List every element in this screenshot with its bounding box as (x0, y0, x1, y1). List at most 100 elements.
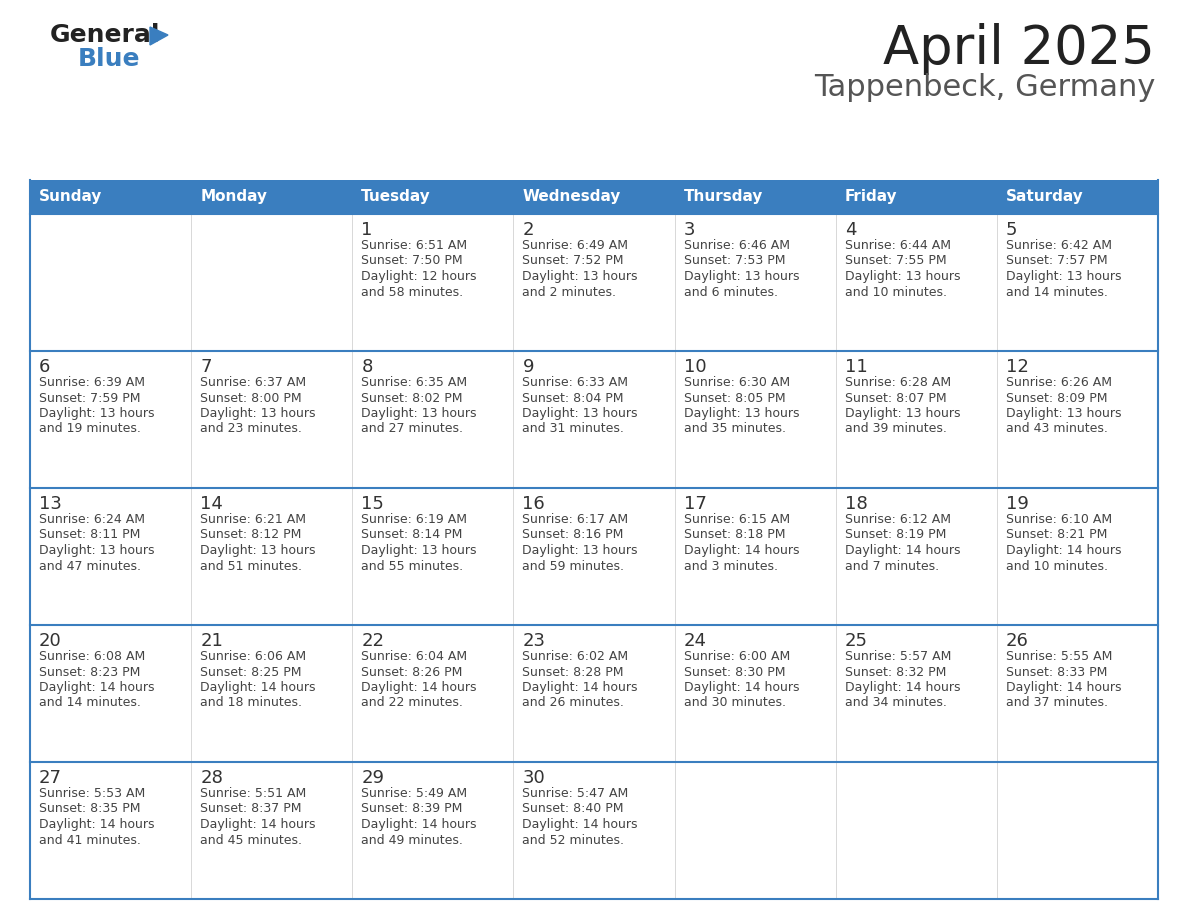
Text: Daylight: 13 hours: Daylight: 13 hours (1006, 407, 1121, 420)
Text: Daylight: 14 hours: Daylight: 14 hours (200, 818, 316, 831)
Text: Sunrise: 6:33 AM: Sunrise: 6:33 AM (523, 376, 628, 389)
Text: Sunrise: 6:24 AM: Sunrise: 6:24 AM (39, 513, 145, 526)
Text: and 6 minutes.: and 6 minutes. (683, 285, 778, 298)
Text: Sunrise: 6:15 AM: Sunrise: 6:15 AM (683, 513, 790, 526)
Text: and 2 minutes.: and 2 minutes. (523, 285, 617, 298)
Text: Sunrise: 6:08 AM: Sunrise: 6:08 AM (39, 650, 145, 663)
Text: Sunset: 8:39 PM: Sunset: 8:39 PM (361, 802, 462, 815)
Text: Daylight: 14 hours: Daylight: 14 hours (845, 681, 960, 694)
Text: Sunrise: 5:53 AM: Sunrise: 5:53 AM (39, 787, 145, 800)
Text: Tappenbeck, Germany: Tappenbeck, Germany (814, 73, 1155, 102)
Text: Sunrise: 6:30 AM: Sunrise: 6:30 AM (683, 376, 790, 389)
Text: Sunset: 8:16 PM: Sunset: 8:16 PM (523, 529, 624, 542)
Text: Blue: Blue (78, 47, 140, 71)
Text: Friday: Friday (845, 189, 897, 205)
Text: 14: 14 (200, 495, 223, 513)
Bar (30, 762, 191, 899)
Text: 10: 10 (683, 358, 706, 376)
Bar (513, 762, 675, 899)
Text: Sunrise: 6:51 AM: Sunrise: 6:51 AM (361, 239, 467, 252)
Bar (513, 214, 675, 351)
Text: Sunset: 7:52 PM: Sunset: 7:52 PM (523, 254, 624, 267)
Text: Daylight: 13 hours: Daylight: 13 hours (1006, 270, 1121, 283)
Text: Sunset: 8:05 PM: Sunset: 8:05 PM (683, 391, 785, 405)
Text: and 59 minutes.: and 59 minutes. (523, 559, 625, 573)
Text: and 26 minutes.: and 26 minutes. (523, 697, 625, 710)
Text: Sunset: 8:18 PM: Sunset: 8:18 PM (683, 529, 785, 542)
Text: 17: 17 (683, 495, 707, 513)
Text: Sunset: 8:21 PM: Sunset: 8:21 PM (1006, 529, 1107, 542)
Text: and 51 minutes.: and 51 minutes. (200, 559, 302, 573)
Bar (835, 625, 997, 762)
Bar (513, 180, 675, 214)
Text: April 2025: April 2025 (883, 23, 1155, 75)
Text: Sunrise: 6:00 AM: Sunrise: 6:00 AM (683, 650, 790, 663)
Bar (191, 762, 353, 899)
Text: Sunrise: 6:46 AM: Sunrise: 6:46 AM (683, 239, 790, 252)
Text: Sunrise: 6:35 AM: Sunrise: 6:35 AM (361, 376, 467, 389)
Text: 9: 9 (523, 358, 533, 376)
Text: General: General (50, 23, 160, 47)
Text: Sunset: 8:12 PM: Sunset: 8:12 PM (200, 529, 302, 542)
Text: and 10 minutes.: and 10 minutes. (845, 285, 947, 298)
Bar (997, 762, 1158, 899)
Text: 21: 21 (200, 632, 223, 650)
Text: and 14 minutes.: and 14 minutes. (39, 697, 141, 710)
Text: 3: 3 (683, 221, 695, 239)
Bar (353, 488, 513, 625)
Text: Sunrise: 6:26 AM: Sunrise: 6:26 AM (1006, 376, 1112, 389)
Bar (675, 762, 835, 899)
Text: Daylight: 13 hours: Daylight: 13 hours (845, 407, 960, 420)
Text: Sunrise: 5:47 AM: Sunrise: 5:47 AM (523, 787, 628, 800)
Text: Sunrise: 6:17 AM: Sunrise: 6:17 AM (523, 513, 628, 526)
Text: 6: 6 (39, 358, 50, 376)
Bar (997, 625, 1158, 762)
Text: Sunset: 8:37 PM: Sunset: 8:37 PM (200, 802, 302, 815)
Text: 1: 1 (361, 221, 373, 239)
Text: and 14 minutes.: and 14 minutes. (1006, 285, 1107, 298)
Text: 29: 29 (361, 769, 384, 787)
Text: Thursday: Thursday (683, 189, 763, 205)
Bar (30, 214, 191, 351)
Text: Sunrise: 5:49 AM: Sunrise: 5:49 AM (361, 787, 467, 800)
Text: Daylight: 13 hours: Daylight: 13 hours (39, 407, 154, 420)
Text: Sunrise: 6:10 AM: Sunrise: 6:10 AM (1006, 513, 1112, 526)
Text: Sunset: 7:53 PM: Sunset: 7:53 PM (683, 254, 785, 267)
Text: and 39 minutes.: and 39 minutes. (845, 422, 947, 435)
Bar (675, 180, 835, 214)
Bar (353, 351, 513, 488)
Text: Daylight: 13 hours: Daylight: 13 hours (39, 544, 154, 557)
Bar (191, 214, 353, 351)
Text: and 47 minutes.: and 47 minutes. (39, 559, 141, 573)
Text: 18: 18 (845, 495, 867, 513)
Text: 13: 13 (39, 495, 62, 513)
Bar (30, 488, 191, 625)
Bar (353, 625, 513, 762)
Text: and 41 minutes.: and 41 minutes. (39, 834, 141, 846)
Text: Daylight: 14 hours: Daylight: 14 hours (1006, 544, 1121, 557)
Bar (997, 488, 1158, 625)
Text: Sunset: 8:23 PM: Sunset: 8:23 PM (39, 666, 140, 678)
Text: Daylight: 14 hours: Daylight: 14 hours (361, 818, 476, 831)
Text: Sunrise: 5:57 AM: Sunrise: 5:57 AM (845, 650, 952, 663)
Text: Monday: Monday (200, 189, 267, 205)
Text: Sunrise: 6:37 AM: Sunrise: 6:37 AM (200, 376, 307, 389)
Text: 11: 11 (845, 358, 867, 376)
Text: Sunrise: 6:28 AM: Sunrise: 6:28 AM (845, 376, 950, 389)
Text: Daylight: 13 hours: Daylight: 13 hours (361, 544, 476, 557)
Bar (835, 762, 997, 899)
Text: Sunset: 8:09 PM: Sunset: 8:09 PM (1006, 391, 1107, 405)
Text: 7: 7 (200, 358, 211, 376)
Text: Daylight: 14 hours: Daylight: 14 hours (683, 544, 800, 557)
Text: 5: 5 (1006, 221, 1017, 239)
Text: and 58 minutes.: and 58 minutes. (361, 285, 463, 298)
Text: and 27 minutes.: and 27 minutes. (361, 422, 463, 435)
Bar (353, 762, 513, 899)
Text: and 35 minutes.: and 35 minutes. (683, 422, 785, 435)
Text: Daylight: 14 hours: Daylight: 14 hours (845, 544, 960, 557)
Text: and 19 minutes.: and 19 minutes. (39, 422, 141, 435)
Text: and 10 minutes.: and 10 minutes. (1006, 559, 1108, 573)
Bar (191, 488, 353, 625)
Text: 25: 25 (845, 632, 867, 650)
Text: Sunset: 8:07 PM: Sunset: 8:07 PM (845, 391, 947, 405)
